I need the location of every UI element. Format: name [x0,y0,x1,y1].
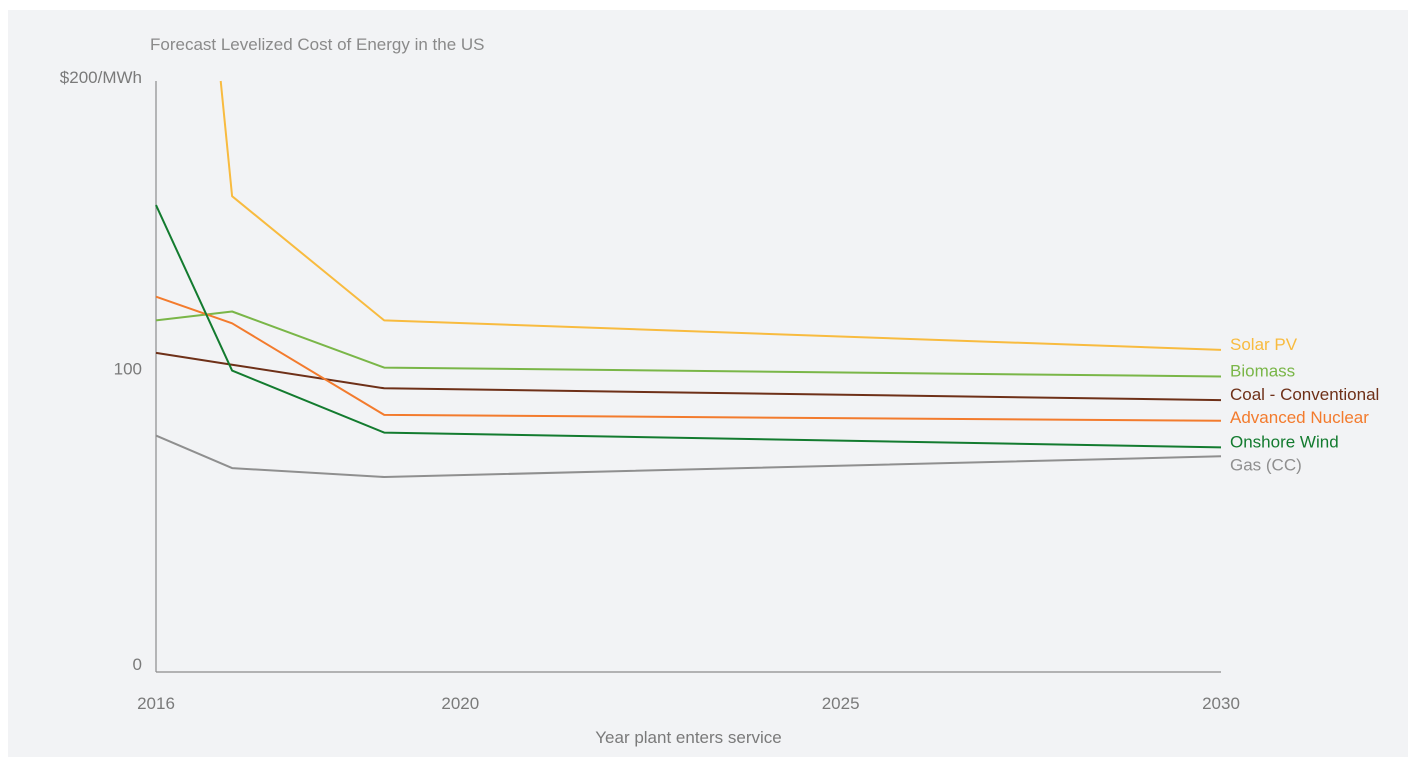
y-tick-label: 100 [114,360,142,379]
series-label-onshore-wind: Onshore Wind [1230,432,1339,451]
x-tick-labels: 2016 2020 2025 2030 [137,694,1240,713]
series-line-gas-cc [155,434,1222,478]
series-labels: Solar PV Biomass Coal - Conventional Advanc… [1230,335,1379,475]
series-label-biomass: Biomass [1230,362,1295,381]
series-label-advanced-nuclear: Advanced Nuclear [1230,408,1369,427]
x-tick-label: 2016 [137,694,175,713]
series-line-solar-pv [219,80,1222,351]
series-line-coal-conventional [155,351,1222,402]
x-tick-label: 2020 [441,694,479,713]
y-tick-label: $200/MWh [60,68,142,87]
x-axis-title: Year plant enters service [595,728,781,747]
x-tick-label: 2025 [822,694,860,713]
series-label-gas-cc: Gas (CC) [1230,455,1302,474]
series-label-solar-pv: Solar PV [1230,335,1298,354]
chart-panel [8,10,1408,757]
series-label-coal-conventional: Coal - Conventional [1230,385,1379,404]
y-tick-label: 0 [133,655,142,674]
series-line-onshore-wind [155,204,1222,449]
y-tick-labels: 0 100 $200/MWh [60,68,142,674]
series-line-biomass [155,310,1222,378]
x-tick-label: 2030 [1202,694,1240,713]
chart-title: Forecast Levelized Cost of Energy in the… [150,35,485,54]
series-line-advanced-nuclear [155,295,1222,422]
series-lines [155,80,1222,478]
